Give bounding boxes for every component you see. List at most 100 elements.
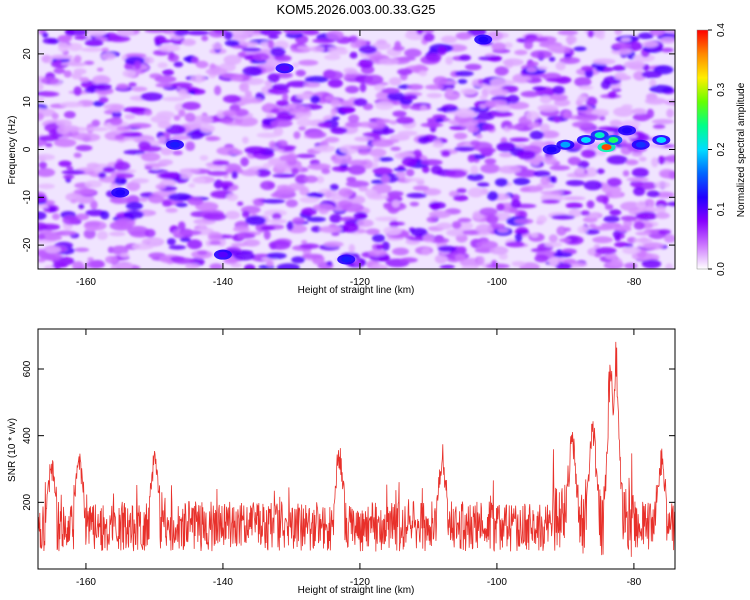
heatmap-cell — [376, 244, 384, 250]
heatmap-cell — [441, 150, 451, 157]
heatmap-cell — [38, 168, 56, 177]
heatmap-cell — [625, 159, 639, 166]
heatmap-cell — [119, 131, 143, 138]
snr-y-label: SNR (10 * v/v) — [7, 418, 18, 482]
heatmap-cell — [101, 52, 116, 61]
heatmap-cell — [38, 183, 55, 190]
heatmap-cell — [626, 177, 649, 182]
heatmap-cell — [374, 84, 386, 92]
heatmap-cell — [459, 54, 471, 61]
x-tick-label: -80 — [627, 577, 642, 588]
heatmap-cell — [404, 177, 425, 182]
heatmap-cell — [376, 118, 391, 124]
colorbar-strip — [697, 30, 708, 269]
heatmap-cell — [517, 150, 536, 160]
heatmap-cell — [347, 159, 368, 166]
heatmap-cell — [269, 218, 288, 224]
heatmap-cell — [429, 237, 450, 244]
heatmap-cell — [291, 256, 305, 264]
heatmap-cell — [576, 106, 588, 111]
heatmap-cell — [331, 116, 340, 121]
heatmap-cell — [358, 150, 371, 156]
heatmap-cell — [288, 182, 306, 190]
heatmap-cell — [216, 146, 239, 156]
heatmap-cell — [311, 225, 322, 233]
colorbar-tick-label: 0.1 — [716, 202, 727, 216]
heatmap-cell — [599, 115, 606, 121]
heatmap-cell — [38, 135, 59, 142]
heatmap-cell — [38, 258, 46, 263]
heatmap-cell — [84, 87, 98, 94]
heatmap-cell — [565, 179, 585, 187]
heatmap-cell — [365, 228, 380, 235]
heatmap-cell — [49, 207, 56, 212]
heatmap-cell — [554, 98, 571, 107]
heatmap-cell — [175, 202, 188, 208]
heatmap-cell — [580, 210, 590, 216]
heatmap-cell — [358, 45, 377, 54]
heatmap-cell — [613, 225, 632, 232]
heatmap-cell — [306, 192, 325, 197]
heatmap-cell — [42, 37, 56, 44]
heatmap-cell — [38, 82, 44, 92]
heatmap-cell — [455, 32, 472, 40]
heatmap-cell — [171, 134, 191, 141]
heatmap-cell — [371, 139, 394, 148]
heatmap-cell — [343, 67, 357, 75]
heatmap-cell — [86, 162, 100, 169]
heatmap-cell — [293, 131, 301, 140]
heatmap-cell — [663, 100, 675, 105]
heatmap-cell — [632, 113, 651, 122]
heatmap-cell — [237, 232, 245, 239]
heatmap-cell — [526, 37, 549, 42]
heatmap-cell — [614, 241, 630, 248]
heatmap-cell — [489, 246, 509, 255]
heatmap-cell — [58, 42, 69, 53]
heatmap-cell — [578, 85, 594, 90]
heatmap-cell — [620, 134, 638, 139]
heatmap-cell — [260, 180, 276, 191]
heatmap-cell — [162, 96, 186, 102]
heatmap-cell — [614, 30, 623, 36]
heatmap-cell — [271, 83, 290, 90]
heatmap-cell — [377, 157, 394, 162]
heatmap-cell — [574, 77, 592, 87]
heatmap-cell — [467, 173, 484, 181]
heatmap-cell — [485, 263, 510, 269]
heatmap-cell — [91, 119, 101, 128]
heatmap-cell — [295, 153, 316, 159]
heatmap-cell — [475, 223, 493, 234]
heatmap-cell — [178, 109, 186, 117]
heatmap-cell — [179, 170, 193, 179]
heatmap-cell — [109, 196, 133, 204]
heatmap-cell — [349, 145, 373, 150]
heatmap-cell — [181, 38, 196, 46]
y-tick-label: -20 — [22, 237, 33, 252]
heatmap-cell — [479, 207, 498, 216]
heatmap-cell — [416, 30, 424, 35]
heatmap-cell — [85, 260, 106, 269]
heatmap-cell — [260, 225, 276, 231]
heatmap-cell — [342, 222, 359, 233]
heatmap-cell — [371, 183, 392, 194]
heatmap-cell — [479, 95, 488, 100]
heatmap-cell — [345, 180, 370, 188]
heatmap-hotspot-core — [279, 65, 290, 72]
heatmap-cell — [526, 66, 538, 73]
heatmap-cell — [373, 156, 381, 163]
heatmap-hotspot-core — [169, 141, 180, 148]
heatmap-cell — [660, 47, 674, 53]
heatmap-cell — [496, 203, 505, 212]
heatmap-cell — [186, 30, 210, 36]
heatmap-cell — [587, 30, 595, 38]
heatmap-cell — [498, 253, 508, 260]
heatmap-cell — [97, 76, 106, 82]
heatmap-cell — [98, 96, 109, 104]
heatmap-cell — [237, 201, 244, 206]
x-tick-label: -140 — [213, 277, 233, 288]
heatmap-cell — [123, 210, 144, 219]
heatmap-cell — [252, 52, 270, 62]
heatmap-cell — [457, 79, 468, 84]
x-tick-label: -100 — [487, 577, 507, 588]
heatmap-cell — [115, 172, 134, 179]
